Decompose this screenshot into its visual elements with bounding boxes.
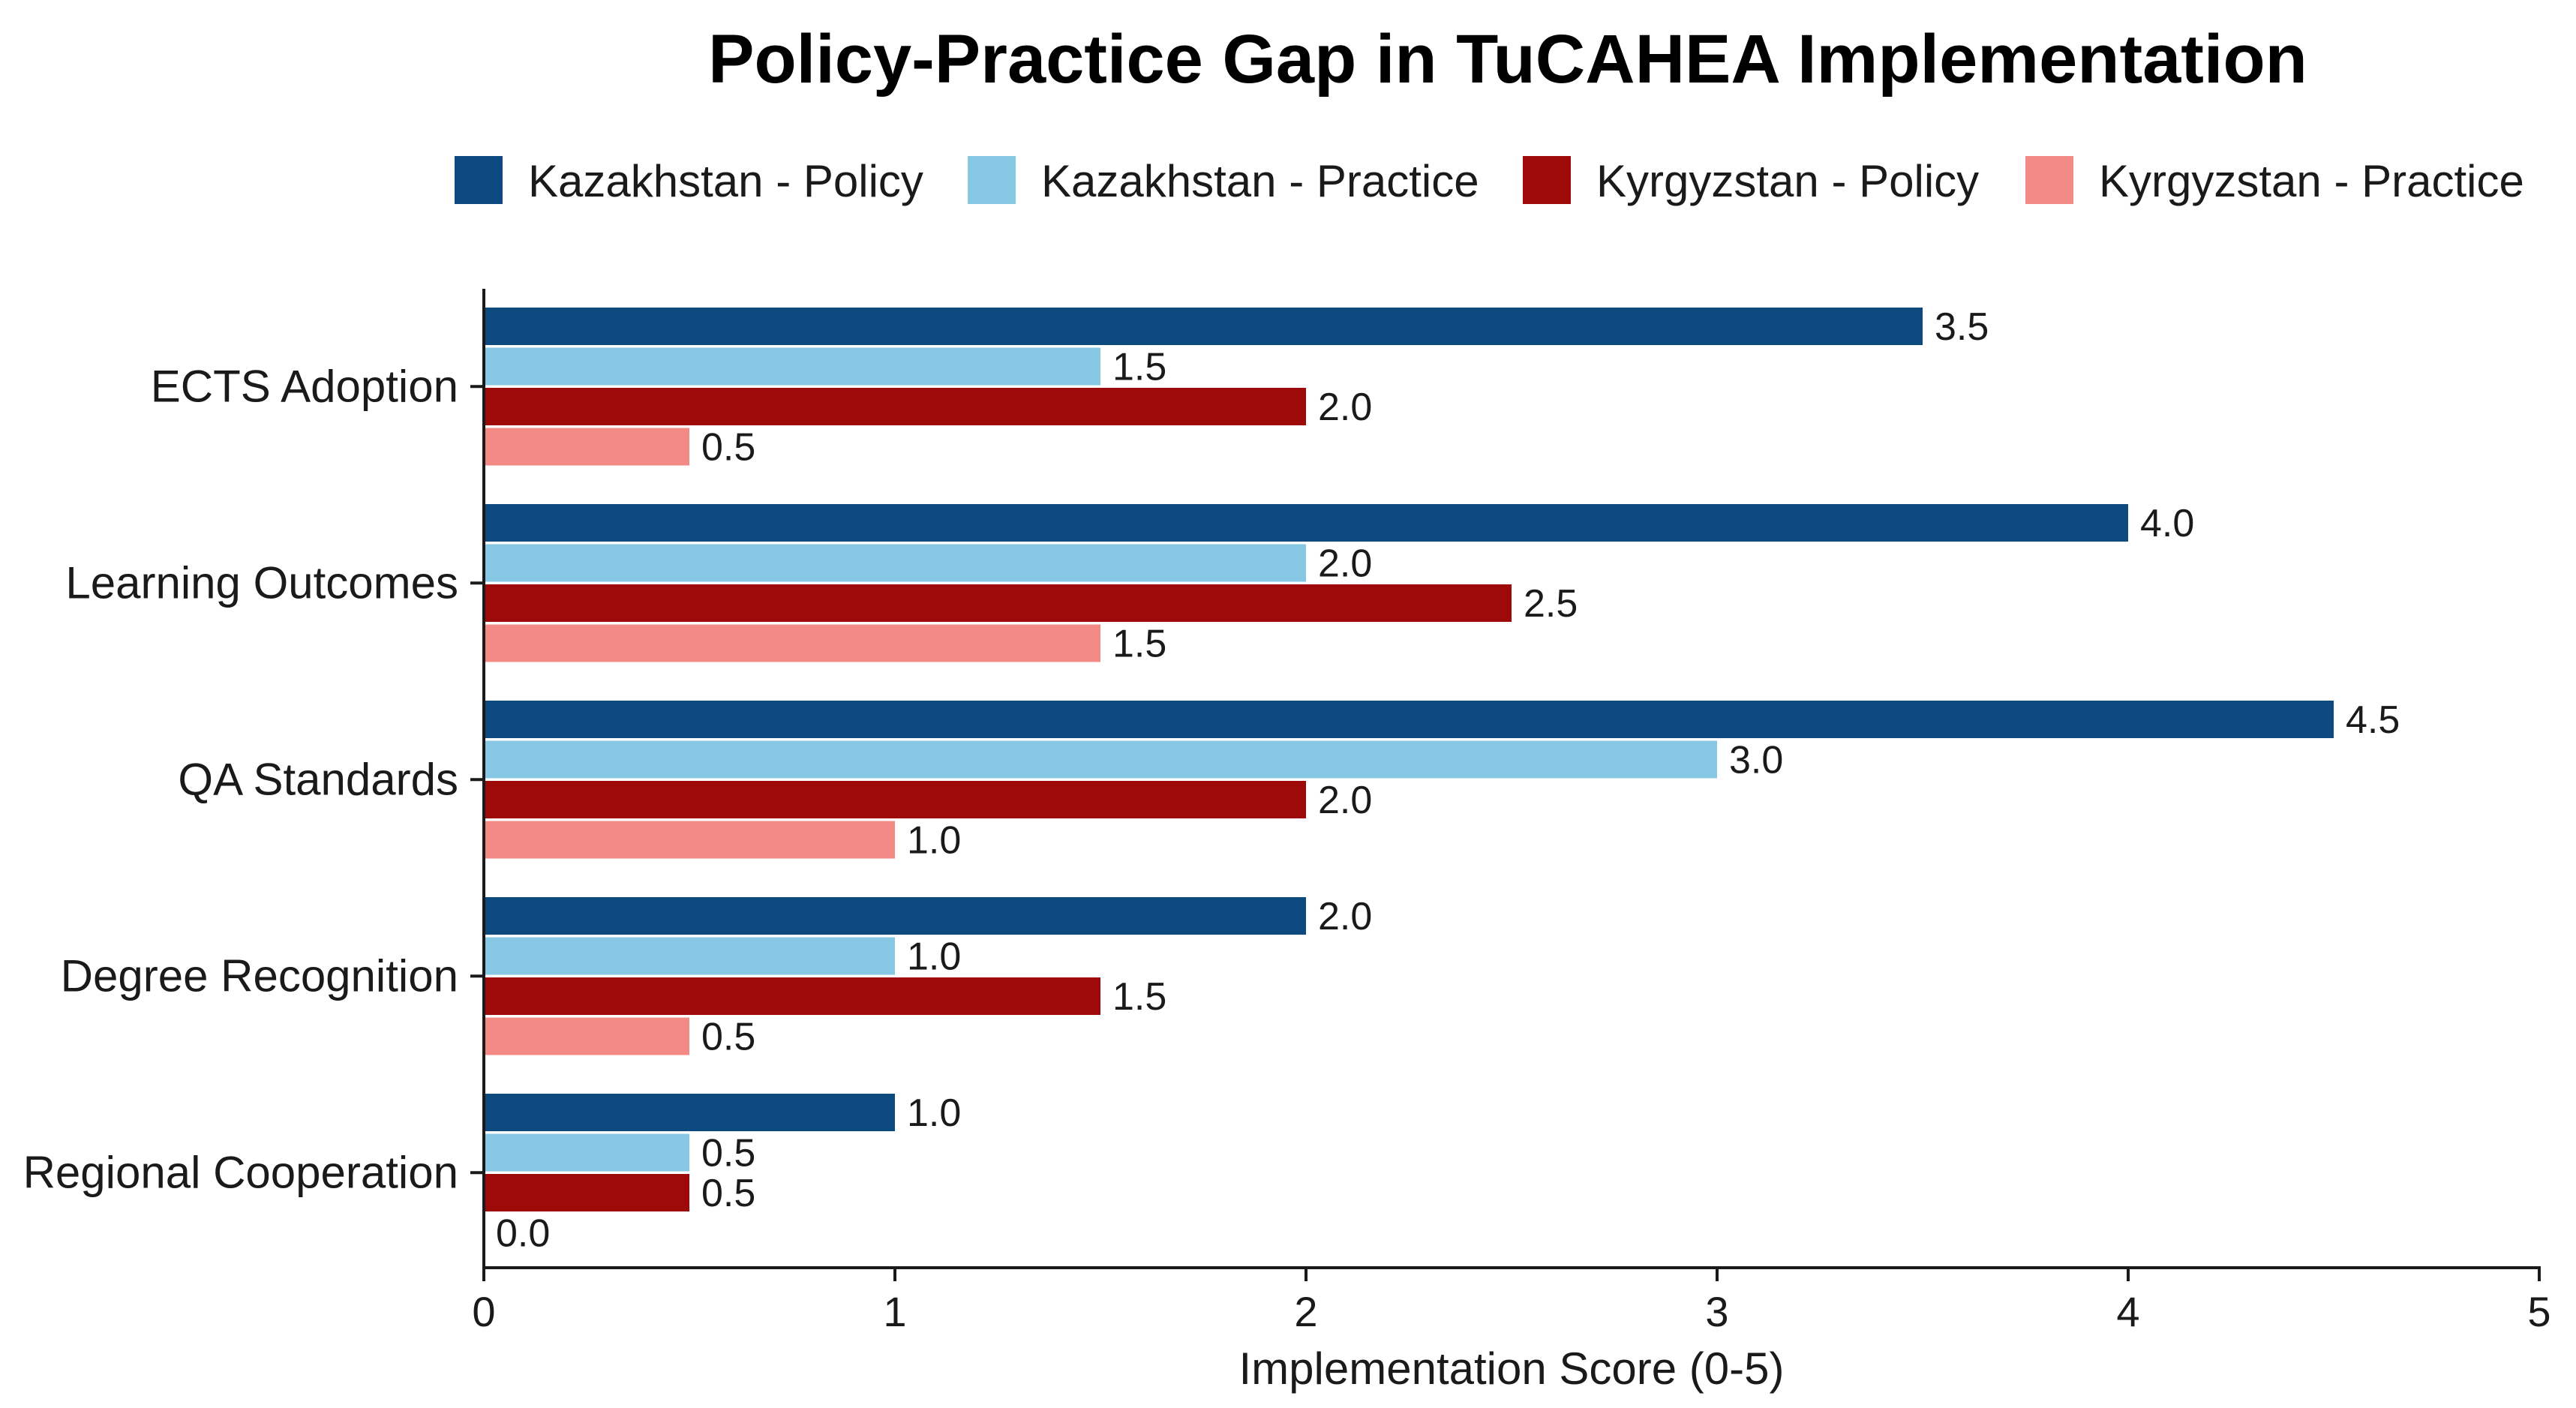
category-label: Degree Recognition — [61, 950, 458, 1001]
bar — [484, 821, 895, 859]
bar — [484, 584, 1512, 622]
x-tick-label: 4 — [2116, 1288, 2139, 1335]
legend-label-4: Kyrgyzstan - Practice — [2099, 156, 2524, 206]
legend-swatch-1 — [455, 156, 503, 204]
bar — [484, 897, 1306, 935]
bar — [484, 1174, 689, 1211]
x-axis-title: Implementation Score (0-5) — [1239, 1343, 1785, 1394]
category-label: ECTS Adoption — [151, 361, 458, 411]
legend-label-3: Kyrgyzstan - Policy — [1596, 156, 1979, 206]
data-label: 0.0 — [496, 1212, 550, 1256]
data-label: 2.0 — [1318, 542, 1372, 586]
bar — [484, 624, 1100, 662]
legend-swatch-2 — [968, 156, 1016, 204]
bar — [484, 308, 1923, 345]
bar — [484, 388, 1306, 425]
data-label: 4.0 — [2140, 502, 2194, 545]
value-labels: 3.5 1.5 2.0 0.5 4.0 2.0 2.5 1.5 4.5 3.0 2.0 1.0 2.0 1… — [496, 305, 2400, 1256]
bar — [484, 1133, 689, 1172]
bar — [484, 701, 2334, 738]
x-tick-label: 5 — [2527, 1288, 2550, 1335]
x-tick-label: 0 — [472, 1288, 495, 1335]
bar — [484, 1017, 689, 1055]
data-label: 0.5 — [701, 1172, 755, 1215]
data-label: 2.0 — [1318, 386, 1372, 429]
data-label: 1.0 — [907, 819, 961, 863]
data-label: 2.5 — [1524, 582, 1578, 626]
data-label: 4.5 — [2346, 698, 2400, 742]
x-tick-label: 1 — [883, 1288, 906, 1335]
category-label: Regional Cooperation — [23, 1147, 458, 1197]
category-label: Learning Outcomes — [65, 557, 458, 608]
chart-title: Policy-Practice Gap in TuCAHEA Implement… — [708, 21, 2307, 98]
legend-label-1: Kazakhstan - Policy — [528, 156, 923, 206]
bar — [484, 428, 689, 466]
bar — [484, 977, 1100, 1015]
data-label: 3.5 — [1935, 305, 1989, 349]
data-label: 2.0 — [1318, 895, 1372, 938]
legend: Kazakhstan - Policy Kazakhstan - Practice… — [455, 156, 2524, 206]
bar — [484, 544, 1306, 582]
data-label: 3.0 — [1729, 739, 1783, 782]
data-label: 1.0 — [907, 1091, 961, 1135]
bar — [484, 937, 895, 975]
legend-label-2: Kazakhstan - Practice — [1041, 156, 1479, 206]
data-label: 1.0 — [907, 935, 961, 979]
data-label: 1.5 — [1112, 975, 1166, 1019]
bar — [484, 504, 2128, 542]
data-label: 1.5 — [1112, 623, 1166, 666]
legend-swatch-4 — [2025, 156, 2073, 204]
data-label: 1.5 — [1112, 346, 1166, 389]
data-label: 2.0 — [1318, 779, 1372, 822]
bar — [484, 740, 1717, 779]
x-tick-label: 3 — [1705, 1288, 1728, 1335]
bars — [484, 308, 2334, 1211]
category-label: QA Standards — [178, 754, 458, 804]
data-label: 0.5 — [701, 1016, 755, 1059]
bar — [484, 781, 1306, 818]
x-tick-label: 2 — [1294, 1288, 1317, 1335]
bar — [484, 347, 1100, 386]
bar — [484, 1094, 895, 1131]
data-label: 0.5 — [701, 426, 755, 470]
axes: 0 1 2 3 4 5 ECTS Adoption Learning Outcomes QA S… — [23, 289, 2551, 1335]
legend-swatch-3 — [1523, 156, 1571, 204]
data-label: 0.5 — [701, 1132, 755, 1175]
